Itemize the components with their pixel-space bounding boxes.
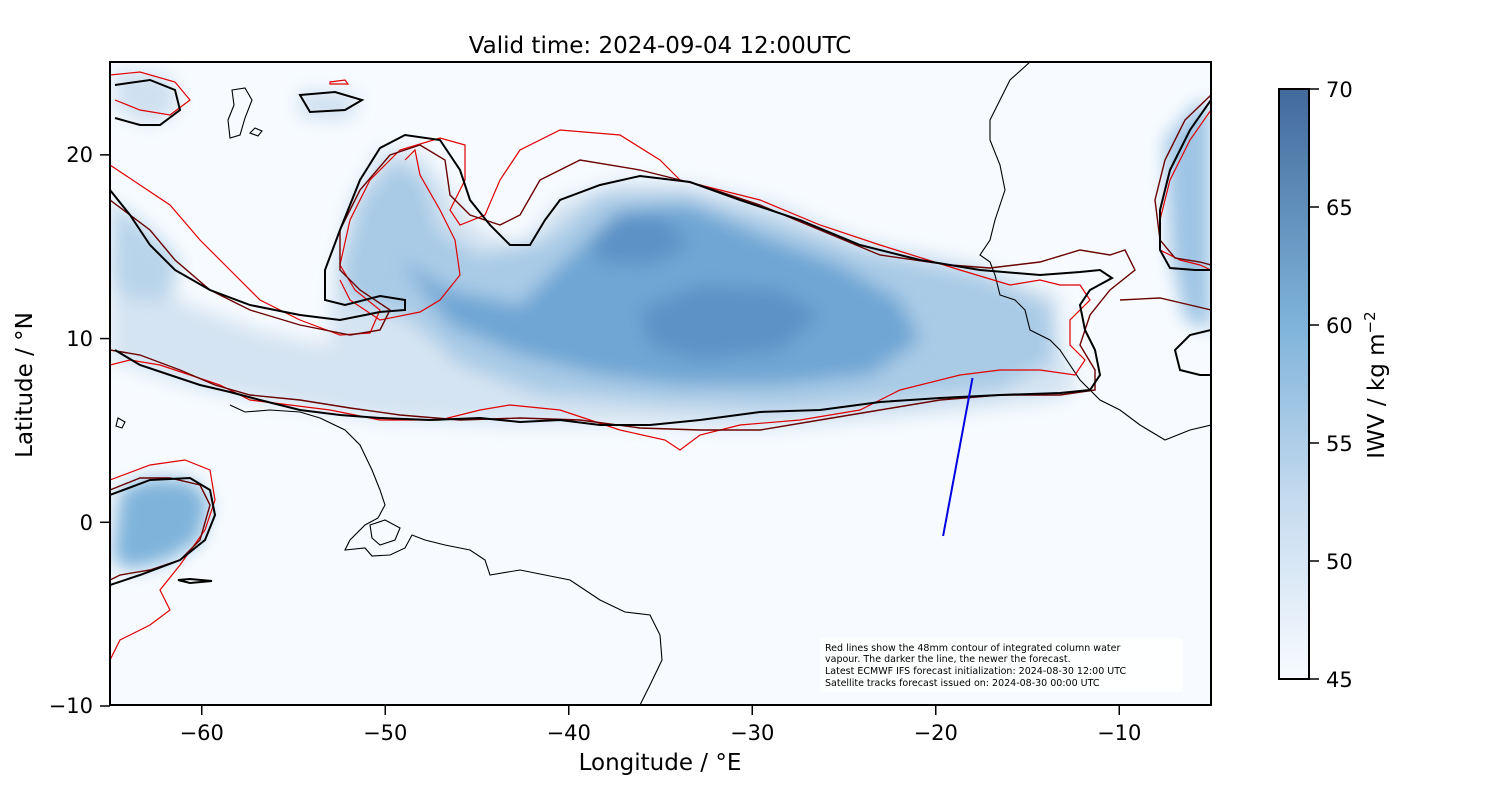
contour-older-forecast <box>110 94 1211 581</box>
x-axis-label: Longitude / °E <box>579 750 742 776</box>
x-tick-label: −40 <box>547 721 591 745</box>
y-tick-label: 10 <box>66 327 93 351</box>
info-note: Red lines show the 48mm contour of integ… <box>820 638 1183 692</box>
satellite-track <box>942 377 974 537</box>
iwv-field <box>110 70 1211 570</box>
colorbar-label-text: IWV / kg m <box>1364 333 1390 458</box>
colorbar-tick-label: 45 <box>1326 668 1353 692</box>
colorbar-tick-label: 65 <box>1326 196 1353 220</box>
colorbar-label: IWV / kg m−2 <box>1361 311 1390 458</box>
y-axis: 20 10 0 −10 Latitude / °N <box>12 143 110 718</box>
colorbar-tick-label: 55 <box>1326 432 1353 456</box>
y-tick-label: 20 <box>66 143 93 167</box>
contour-newest-forecast <box>110 78 1211 586</box>
plot-title: Valid time: 2024-09-04 12:00UTC <box>469 33 852 59</box>
colorbar: 70 65 60 55 50 45 IWV / kg m−2 <box>1278 78 1390 692</box>
x-tick-label: −50 <box>363 721 407 745</box>
info-note-line-4: Satellite tracks forecast issued on: 202… <box>825 678 1100 689</box>
info-note-line-3: Latest ECMWF IFS forecast initialization… <box>825 666 1126 677</box>
info-note-line-2: vapour. The darker the line, the newer t… <box>825 654 1071 665</box>
coastlines <box>115 62 1211 705</box>
map-frame <box>109 61 1212 706</box>
colorbar-tick-label: 50 <box>1326 550 1353 574</box>
colorbar-tick-label: 70 <box>1326 78 1353 102</box>
colorbar-label-exponent: −2 <box>1361 311 1379 333</box>
x-tick-label: −20 <box>914 721 958 745</box>
info-note-line-1: Red lines show the 48mm contour of integ… <box>825 643 1120 654</box>
y-axis-label: Latitude / °N <box>12 312 38 458</box>
x-tick-label: −10 <box>1097 721 1141 745</box>
x-axis: −60 −50 −40 −30 −20 −10 Longitude / °E <box>180 705 1141 776</box>
colorbar-tick-label: 60 <box>1326 314 1353 338</box>
y-tick-label: −10 <box>49 694 93 718</box>
info-note-box <box>820 638 1183 692</box>
y-tick-label: 0 <box>80 511 93 535</box>
colorbar-gradient <box>1278 88 1310 680</box>
x-tick-label: −60 <box>180 721 224 745</box>
map-panel: Red lines show the 48mm contour of integ… <box>109 61 1212 706</box>
x-tick-label: −30 <box>730 721 774 745</box>
